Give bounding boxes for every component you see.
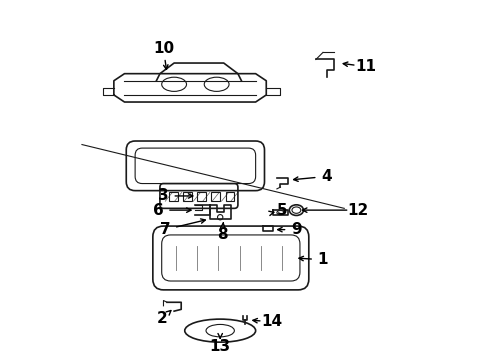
Text: 10: 10	[153, 41, 174, 57]
Text: 9: 9	[291, 222, 302, 237]
Bar	[169, 192, 178, 201]
Text: 1: 1	[318, 252, 328, 267]
Text: 5: 5	[277, 203, 288, 218]
Text: 4: 4	[321, 169, 332, 184]
Text: 8: 8	[217, 228, 227, 242]
Text: 14: 14	[261, 314, 282, 329]
Text: 2: 2	[156, 311, 167, 327]
Text: 13: 13	[210, 339, 231, 354]
Text: 3: 3	[158, 188, 169, 203]
Bar	[183, 192, 192, 201]
Text: 12: 12	[348, 203, 369, 218]
Text: 6: 6	[153, 203, 164, 218]
Text: 11: 11	[355, 59, 376, 74]
Bar	[197, 192, 206, 201]
Bar	[225, 192, 234, 201]
Bar	[211, 192, 220, 201]
Text: 7: 7	[160, 222, 171, 237]
